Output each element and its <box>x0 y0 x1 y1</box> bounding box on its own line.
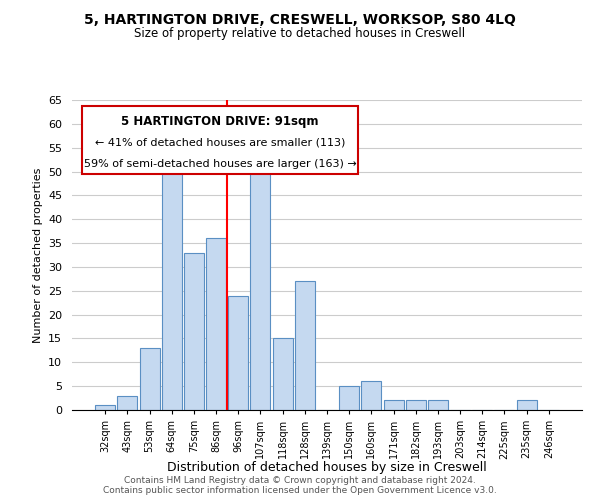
Bar <box>250 152 271 410</box>
Bar <box>140 348 160 410</box>
Y-axis label: Number of detached properties: Number of detached properties <box>32 168 43 342</box>
Bar <box>206 238 226 410</box>
Text: 59% of semi-detached houses are larger (163) →: 59% of semi-detached houses are larger (… <box>83 159 356 169</box>
Bar <box>339 386 359 410</box>
Bar <box>228 296 248 410</box>
Bar <box>517 400 536 410</box>
Bar <box>361 382 382 410</box>
Text: Contains public sector information licensed under the Open Government Licence v3: Contains public sector information licen… <box>103 486 497 495</box>
Text: Distribution of detached houses by size in Creswell: Distribution of detached houses by size … <box>167 461 487 474</box>
Text: Size of property relative to detached houses in Creswell: Size of property relative to detached ho… <box>134 28 466 40</box>
Bar <box>406 400 426 410</box>
Text: 5, HARTINGTON DRIVE, CRESWELL, WORKSOP, S80 4LQ: 5, HARTINGTON DRIVE, CRESWELL, WORKSOP, … <box>84 12 516 26</box>
FancyBboxPatch shape <box>82 106 358 174</box>
Bar <box>162 167 182 410</box>
Bar <box>118 396 137 410</box>
Bar <box>272 338 293 410</box>
Bar <box>95 405 115 410</box>
Bar <box>428 400 448 410</box>
Text: ← 41% of detached houses are smaller (113): ← 41% of detached houses are smaller (11… <box>95 137 345 147</box>
Bar <box>383 400 404 410</box>
Text: Contains HM Land Registry data © Crown copyright and database right 2024.: Contains HM Land Registry data © Crown c… <box>124 476 476 485</box>
Bar <box>295 281 315 410</box>
Text: 5 HARTINGTON DRIVE: 91sqm: 5 HARTINGTON DRIVE: 91sqm <box>121 116 319 128</box>
Bar <box>184 252 204 410</box>
